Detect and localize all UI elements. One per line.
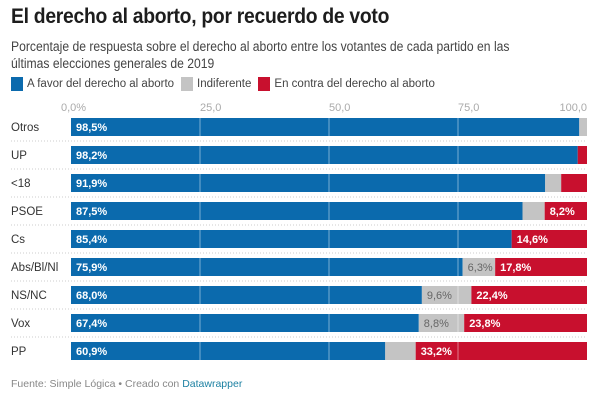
bar-segment: [522, 202, 545, 220]
datawrapper-link[interactable]: Datawrapper: [182, 378, 243, 390]
data-label: 91,9%: [76, 178, 107, 190]
x-tick-label: 75,0: [458, 102, 479, 114]
legend-item-indiferente: Indiferente: [181, 77, 251, 91]
category-label: Abs/Bl/Nl: [11, 262, 58, 274]
legend-label-favor: A favor del derecho al aborto: [27, 78, 175, 90]
data-label: 60,9%: [76, 346, 107, 358]
data-label: 68,0%: [76, 290, 107, 302]
bar-segment: [71, 258, 463, 276]
data-label: 14,6%: [517, 234, 548, 246]
footer: Fuente: Simple Lógica • Creado con Dataw…: [11, 378, 242, 390]
x-tick-label: 0,0%: [61, 102, 86, 114]
legend-swatch-indiferente: [181, 77, 194, 91]
data-label: 67,4%: [76, 318, 107, 330]
bar-segment: [71, 118, 580, 136]
bar-segment: [579, 118, 587, 136]
data-label: 6,3%: [468, 262, 493, 274]
category-label: NS/NC: [11, 290, 47, 302]
bar-segment: [561, 174, 587, 192]
data-label: 9,6%: [427, 290, 452, 302]
bar-segment: [511, 230, 587, 248]
bar-segment: [464, 314, 587, 332]
bar-segment: [462, 258, 496, 276]
bar-segment: [421, 286, 472, 304]
category-label: Vox: [11, 318, 30, 330]
legend-label-indiferente: Indiferente: [197, 78, 252, 90]
data-label: 23,8%: [469, 318, 500, 330]
x-tick-label: 50,0: [329, 102, 350, 114]
chart-title: El derecho al aborto, por recuerdo de vo…: [11, 5, 390, 28]
bar-segment: [385, 342, 416, 360]
legend-item-favor: A favor del derecho al aborto: [11, 77, 174, 91]
category-label: UP: [11, 150, 27, 162]
legend-swatch-contra: [258, 77, 271, 91]
data-label: 85,4%: [76, 234, 107, 246]
bar-segment: [71, 230, 512, 248]
data-label: 98,2%: [76, 150, 107, 162]
data-label: 87,5%: [76, 206, 107, 218]
data-label: 8,2%: [550, 206, 575, 218]
data-label: 22,4%: [476, 290, 507, 302]
bar-segment: [545, 174, 562, 192]
data-label: 33,2%: [421, 346, 452, 358]
bar-segment: [71, 342, 386, 360]
source-text: Fuente: Simple Lógica • Creado con: [11, 378, 183, 390]
stacked-bar-chart: 0,0% 25,0 50,0 75,0 100,0 Otros 98,5% UP 98,2% <1…: [11, 102, 587, 360]
bar-segment: [471, 286, 587, 304]
legend-item-contra: En contra del derecho al aborto: [258, 77, 435, 91]
data-label: 17,8%: [500, 262, 531, 274]
category-label: PP: [11, 346, 27, 358]
category-label: <18: [11, 178, 31, 190]
data-label: 98,5%: [76, 122, 107, 134]
bar-segment: [71, 202, 523, 220]
bar-segment: [415, 342, 587, 360]
legend-swatch-favor: [11, 77, 23, 91]
bar-segment: [71, 314, 419, 332]
legend-label-contra: En contra del derecho al aborto: [274, 78, 435, 90]
data-label: 8,8%: [424, 318, 449, 330]
category-label: Otros: [11, 122, 39, 134]
bar-segment: [71, 146, 578, 164]
category-label: PSOE: [11, 206, 43, 218]
bar-segment: [544, 202, 587, 220]
category-label: Cs: [11, 234, 25, 246]
x-tick-label: 100,0: [559, 102, 587, 114]
bar-segment: [71, 286, 422, 304]
bar-segment: [71, 174, 546, 192]
x-tick-label: 25,0: [200, 102, 221, 114]
data-label: 75,9%: [76, 262, 107, 274]
bar-segment: [418, 314, 465, 332]
legend: A favor del derecho al aborto Indiferent…: [11, 77, 442, 91]
bar-segment: [495, 258, 587, 276]
bar-segment: [577, 146, 587, 164]
chart-subtitle: Porcentaje de respuesta sobre el derecho…: [11, 39, 510, 71]
